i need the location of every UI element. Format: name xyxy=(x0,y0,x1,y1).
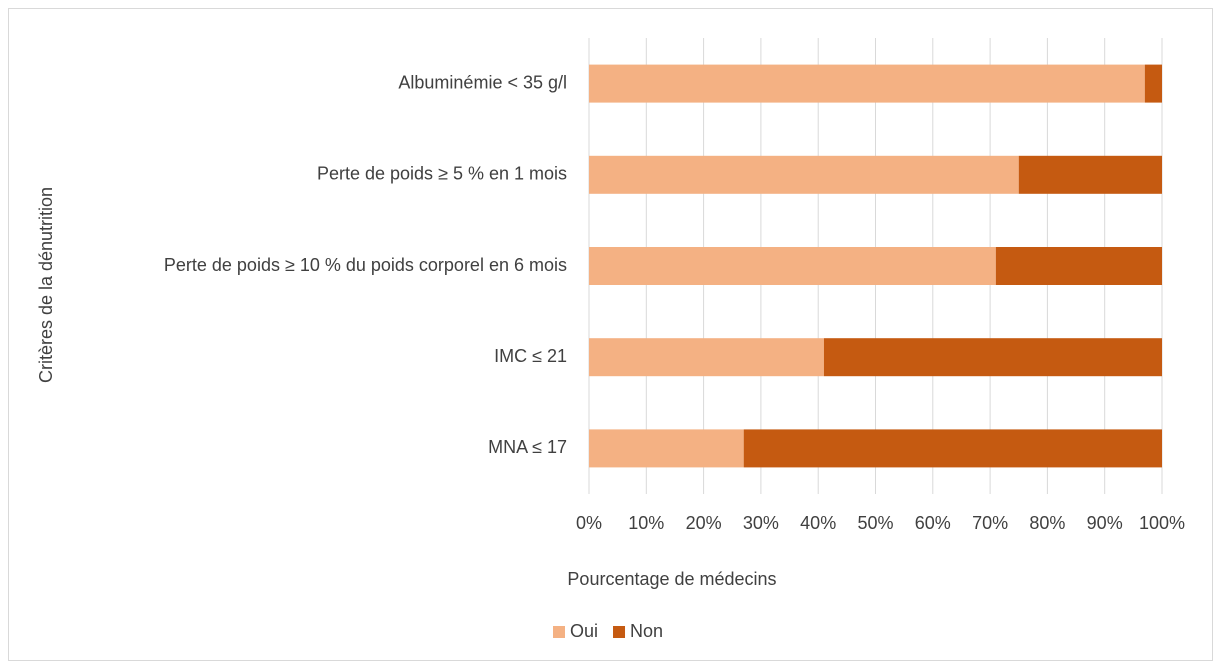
x-tick-label: 40% xyxy=(800,513,836,533)
bar-segment xyxy=(589,64,1145,103)
x-tick-label: 30% xyxy=(743,513,779,533)
bar-segment xyxy=(1018,155,1162,194)
x-tick-label: 50% xyxy=(857,513,893,533)
y-tick-label: IMC ≤ 21 xyxy=(494,346,567,366)
bar-segment xyxy=(995,247,1162,285)
chart-border xyxy=(8,8,1213,661)
x-tick-label: 90% xyxy=(1087,513,1123,533)
x-axis-title: Pourcentage de médecins xyxy=(567,569,776,589)
legend-label: Non xyxy=(630,621,663,641)
legend-swatch xyxy=(613,626,626,638)
bar-segment xyxy=(589,338,824,377)
y-tick-label: Albuminémie < 35 g/l xyxy=(398,72,567,92)
bar-segment xyxy=(589,247,996,285)
legend-label: Oui xyxy=(570,621,598,641)
bar-segment xyxy=(743,429,1162,468)
x-tick-label: 0% xyxy=(576,513,602,533)
bar-segment xyxy=(1144,64,1162,103)
x-tick-label: 80% xyxy=(1029,513,1065,533)
y-axis-title: Critères de la dénutrition xyxy=(36,187,56,383)
x-tick-label: 70% xyxy=(972,513,1008,533)
bar-segment xyxy=(589,429,744,468)
x-tick-label: 60% xyxy=(915,513,951,533)
x-tick-label: 100% xyxy=(1139,513,1185,533)
y-tick-label: MNA ≤ 17 xyxy=(488,437,567,457)
x-tick-label: 10% xyxy=(628,513,664,533)
legend-swatch xyxy=(553,626,565,638)
y-tick-label: Perte de poids ≥ 5 % en 1 mois xyxy=(317,164,567,184)
bar-segment xyxy=(823,338,1162,377)
x-tick-label: 20% xyxy=(686,513,722,533)
bar-segment xyxy=(589,155,1019,194)
y-tick-label: Perte de poids ≥ 10 % du poids corporel … xyxy=(164,255,567,275)
